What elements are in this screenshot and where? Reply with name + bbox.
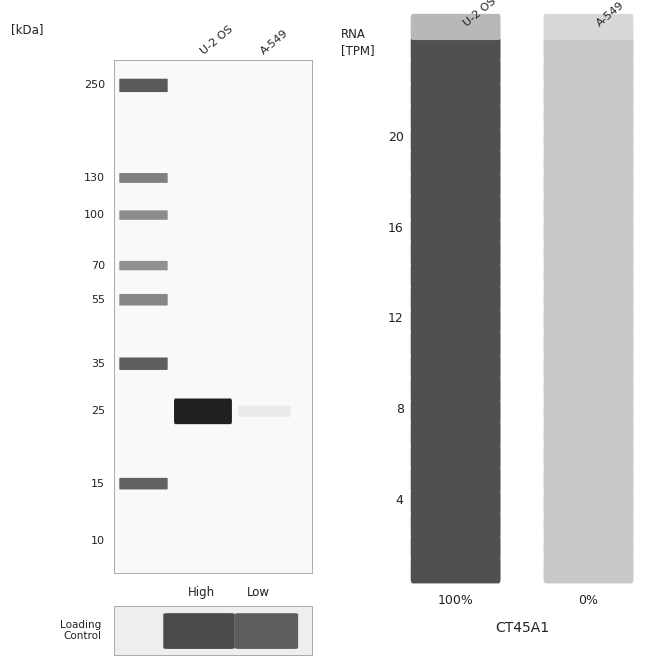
FancyBboxPatch shape — [411, 422, 500, 448]
FancyBboxPatch shape — [543, 263, 633, 289]
FancyBboxPatch shape — [543, 36, 633, 63]
FancyBboxPatch shape — [411, 81, 500, 108]
FancyBboxPatch shape — [543, 399, 633, 425]
FancyBboxPatch shape — [411, 59, 500, 85]
FancyBboxPatch shape — [235, 613, 298, 649]
FancyBboxPatch shape — [543, 467, 633, 493]
FancyBboxPatch shape — [411, 240, 500, 266]
FancyBboxPatch shape — [411, 218, 500, 244]
FancyBboxPatch shape — [543, 150, 633, 176]
FancyBboxPatch shape — [411, 354, 500, 380]
FancyBboxPatch shape — [543, 354, 633, 380]
FancyBboxPatch shape — [543, 489, 633, 516]
FancyBboxPatch shape — [411, 195, 500, 221]
FancyBboxPatch shape — [411, 557, 500, 583]
Text: A-549: A-549 — [595, 0, 626, 28]
FancyBboxPatch shape — [411, 263, 500, 289]
FancyBboxPatch shape — [411, 512, 500, 538]
Text: 16: 16 — [388, 222, 404, 235]
Text: 4: 4 — [396, 493, 404, 506]
Text: 8: 8 — [396, 403, 404, 416]
FancyBboxPatch shape — [120, 294, 168, 306]
FancyBboxPatch shape — [163, 613, 235, 649]
FancyBboxPatch shape — [411, 150, 500, 176]
FancyBboxPatch shape — [238, 406, 291, 417]
FancyBboxPatch shape — [543, 127, 633, 154]
Text: 0%: 0% — [578, 594, 599, 607]
FancyBboxPatch shape — [543, 14, 633, 40]
FancyBboxPatch shape — [120, 478, 168, 489]
FancyBboxPatch shape — [411, 105, 500, 130]
Text: 25: 25 — [91, 406, 105, 416]
FancyBboxPatch shape — [543, 512, 633, 538]
FancyBboxPatch shape — [543, 535, 633, 561]
Text: 12: 12 — [388, 312, 404, 326]
FancyBboxPatch shape — [543, 81, 633, 108]
Text: RNA
[TPM]: RNA [TPM] — [341, 28, 374, 57]
FancyBboxPatch shape — [120, 173, 168, 183]
FancyBboxPatch shape — [120, 261, 168, 270]
FancyBboxPatch shape — [411, 14, 500, 40]
Text: 10: 10 — [91, 536, 105, 546]
FancyBboxPatch shape — [411, 444, 500, 470]
FancyBboxPatch shape — [411, 285, 500, 312]
Text: 250: 250 — [84, 80, 105, 91]
FancyBboxPatch shape — [543, 285, 633, 312]
Text: Low: Low — [247, 586, 270, 599]
FancyBboxPatch shape — [543, 376, 633, 402]
FancyBboxPatch shape — [411, 331, 500, 357]
FancyBboxPatch shape — [411, 172, 500, 199]
Text: 100%: 100% — [437, 594, 474, 607]
FancyBboxPatch shape — [543, 195, 633, 221]
FancyBboxPatch shape — [411, 308, 500, 334]
Text: 20: 20 — [388, 131, 404, 144]
FancyBboxPatch shape — [543, 105, 633, 130]
FancyBboxPatch shape — [411, 535, 500, 561]
FancyBboxPatch shape — [543, 557, 633, 583]
FancyBboxPatch shape — [543, 331, 633, 357]
Text: 100: 100 — [84, 210, 105, 220]
Text: 35: 35 — [91, 359, 105, 369]
FancyBboxPatch shape — [543, 218, 633, 244]
Text: U-2 OS: U-2 OS — [462, 0, 498, 28]
FancyBboxPatch shape — [543, 308, 633, 334]
Text: 70: 70 — [91, 261, 105, 271]
Text: 55: 55 — [91, 295, 105, 305]
FancyBboxPatch shape — [543, 444, 633, 470]
FancyBboxPatch shape — [411, 376, 500, 402]
FancyBboxPatch shape — [543, 422, 633, 448]
FancyBboxPatch shape — [411, 489, 500, 516]
Text: 15: 15 — [91, 479, 105, 489]
FancyBboxPatch shape — [120, 357, 168, 370]
FancyBboxPatch shape — [174, 399, 232, 424]
FancyBboxPatch shape — [543, 240, 633, 266]
FancyBboxPatch shape — [543, 172, 633, 199]
Text: 130: 130 — [84, 173, 105, 183]
Text: High: High — [187, 586, 214, 599]
Text: CT45A1: CT45A1 — [495, 621, 549, 635]
Text: [kDa]: [kDa] — [11, 23, 44, 36]
FancyBboxPatch shape — [120, 79, 168, 92]
Text: A-549: A-549 — [259, 28, 290, 56]
FancyBboxPatch shape — [411, 467, 500, 493]
Text: U-2 OS: U-2 OS — [199, 24, 235, 56]
FancyBboxPatch shape — [120, 211, 168, 220]
FancyBboxPatch shape — [411, 399, 500, 425]
FancyBboxPatch shape — [543, 59, 633, 85]
FancyBboxPatch shape — [411, 36, 500, 63]
Text: Loading
Control: Loading Control — [60, 620, 101, 641]
FancyBboxPatch shape — [411, 127, 500, 154]
